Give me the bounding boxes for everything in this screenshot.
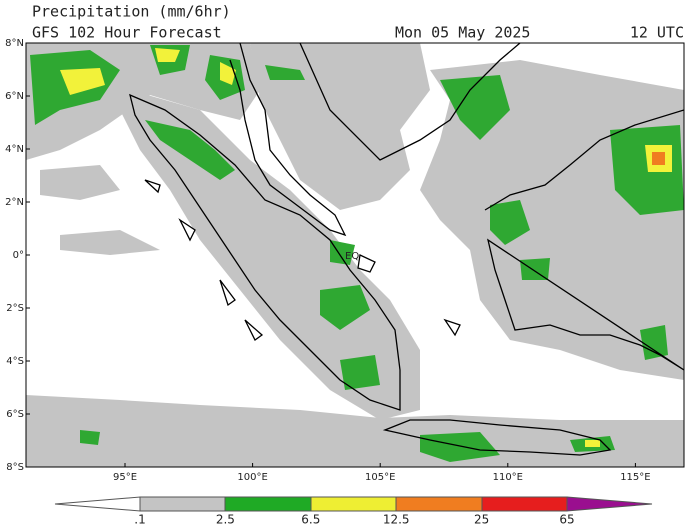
colorbar-bin — [395, 496, 483, 512]
colorbar-bin — [224, 496, 312, 512]
colorbar-label: 2.5 — [216, 513, 235, 525]
lat-label: 2°N — [5, 197, 24, 208]
lon-label: 95°E — [113, 472, 137, 483]
lat-label: 6°S — [6, 409, 24, 420]
lon-label: 110°E — [493, 472, 523, 483]
colorbar-bin — [139, 496, 226, 512]
colorbar-bin — [310, 496, 397, 512]
lat-label: 8°S — [6, 462, 24, 473]
colorbar-high — [566, 496, 653, 512]
lat-axis: 8°N 6°N 4°N 2°N 0° 2°S 4°S 6°S 8°S — [5, 38, 30, 473]
coastlines — [129, 43, 684, 456]
map: EQ 8°N 6°N 4°N 2°N 0° 2°S 4°S 6°S 8°S 95°E 100°E 1… — [5, 38, 685, 483]
lon-label: 100°E — [237, 472, 267, 483]
colorbar-bin — [481, 496, 568, 512]
lat-label: 8°N — [5, 38, 24, 49]
time: 12 UTC — [630, 24, 684, 42]
colorbar-label: .1 — [134, 513, 145, 525]
lat-label: 0° — [13, 250, 24, 261]
lat-label: 6°N — [5, 91, 24, 102]
colorbar: .1 2.5 6.5 12.5 25 65 — [54, 496, 653, 525]
equator-label: EQ — [345, 251, 359, 262]
lon-label: 105°E — [365, 472, 395, 483]
lat-label: 2°S — [6, 303, 24, 314]
lat-label: 4°S — [6, 356, 24, 367]
lat-label: 4°N — [5, 144, 24, 155]
title: Precipitation (mm/6hr) — [32, 3, 231, 21]
colorbar-label: 25 — [474, 513, 489, 525]
lon-label: 115°E — [620, 472, 650, 483]
lon-axis: 95°E 100°E 105°E 110°E 115°E — [113, 463, 651, 483]
precip-heavy — [60, 48, 672, 447]
colorbar-labels: .1 2.5 6.5 12.5 25 65 — [134, 513, 574, 525]
colorbar-low — [54, 496, 141, 512]
colorbar-label: 12.5 — [383, 513, 410, 525]
date: Mon 05 May 2025 — [395, 24, 530, 42]
colorbar-label: 6.5 — [301, 513, 320, 525]
colorbar-label: 65 — [559, 513, 574, 525]
subtitle: GFS 102 Hour Forecast — [32, 24, 222, 42]
